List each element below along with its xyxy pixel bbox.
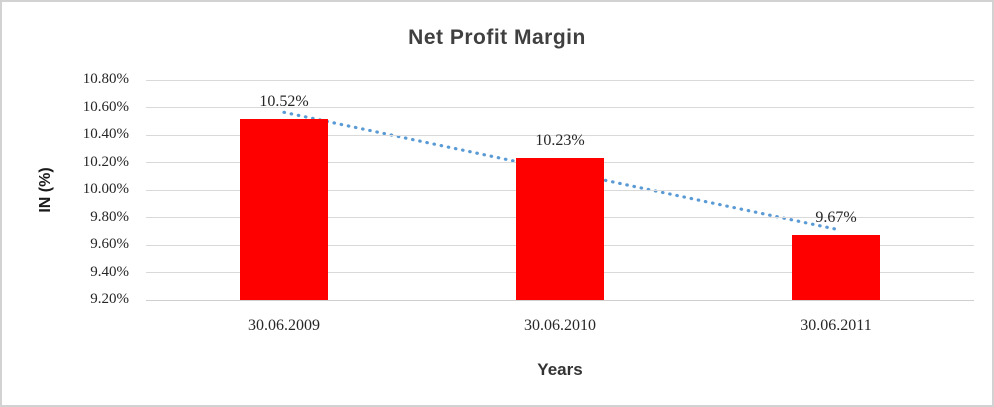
x-axis-title: Years [537,360,583,379]
gridline [146,134,974,136]
gridline [146,299,974,301]
bar-30.06.2011 [792,235,880,300]
gridline [146,107,974,108]
y-axis-tick-label: 10.80% [82,71,129,87]
y-axis-tick-label: 9.80% [90,208,129,225]
y-axis-tick-label: 10.20% [82,153,129,170]
bar-data-label: 9.67% [815,209,857,227]
bar-data-label: 10.23% [535,132,585,150]
x-axis-tick-label: 30.06.2010 [524,317,596,334]
bar-data-label: 10.52% [259,92,309,110]
gridline [146,79,974,81]
y-axis-tick-label: 10.60% [82,98,129,115]
y-axis-tick-label: 10.40% [82,126,129,142]
x-axis-tick-label: 30.06.2009 [248,317,320,334]
bar-30.06.2010 [516,158,604,300]
y-axis-tick-label: 10.00% [82,181,129,197]
y-axis-tick-label: 9.40% [90,263,129,280]
y-axis-tick-label: 9.60% [90,236,129,252]
y-axis-tick-label: 9.20% [90,291,129,307]
y-axis-title: IN (%) [37,167,54,213]
x-axis-tick-label: 30.06.2011 [800,317,872,334]
chart-title: Net Profit Margin [408,26,586,49]
plot-area: 10.80% 10.60% 10.40% 10.20% 10.00% 9.80% 9.60%… [83,71,974,334]
bar-30.06.2009 [240,118,328,300]
